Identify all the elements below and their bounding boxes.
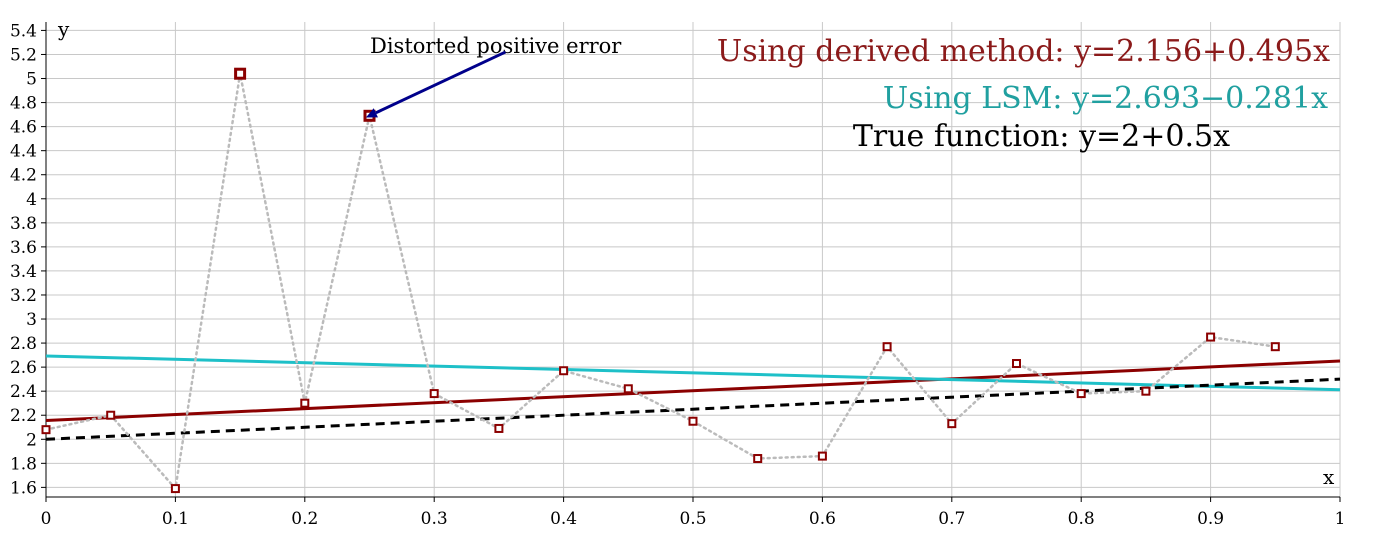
x-tick-label: 0.2 (291, 509, 318, 529)
data-point (300, 398, 310, 408)
y-tick-label: 2.8 (10, 334, 37, 354)
data-point (559, 366, 569, 376)
data-point (1012, 359, 1021, 369)
outlier-annotation: Distorted positive error (370, 34, 622, 58)
y-tick-label: 3.6 (10, 238, 37, 258)
data-point (41, 425, 51, 435)
y-tick-label: 1.6 (10, 478, 37, 498)
y-tick-label: 5 (26, 70, 37, 90)
x-tick-label: 0.5 (679, 509, 706, 529)
y-tick-label: 3.8 (10, 214, 37, 234)
data-point (947, 419, 957, 429)
equation-derived-formula: y=2.156+0.495x (1073, 34, 1330, 69)
data-point (1141, 386, 1151, 396)
grid (46, 22, 1341, 497)
x-tick-label: 0.6 (809, 509, 836, 529)
equation-true-label: True function: (853, 119, 1079, 154)
equation-legend: Using derived method: y=2.156+0.495x Usi… (717, 34, 1330, 154)
x-tick-label: 0.4 (550, 509, 577, 529)
equation-true-formula: y=2+0.5x (1078, 119, 1230, 154)
y-axis-label: y (57, 17, 70, 41)
x-tick-label: 0.9 (1197, 509, 1224, 529)
derived-method-line (45, 359, 1341, 423)
x-tick-label: 1 (1335, 509, 1346, 529)
outlier-arrowhead (365, 108, 378, 118)
data-point (882, 342, 892, 352)
fit-lines (45, 354, 1341, 441)
data-point (429, 389, 439, 399)
data-point (1270, 342, 1280, 352)
y-tick-label: 4.2 (10, 166, 37, 186)
y-tick-label: 5.2 (10, 45, 37, 65)
annotations: Distorted positive error (365, 34, 622, 118)
data-point (234, 67, 247, 80)
y-tick-label: 4.4 (10, 142, 37, 162)
equation-true: True function: y=2+0.5x (853, 119, 1230, 154)
x-tick-label: 0.1 (162, 509, 189, 529)
true-function-line (45, 377, 1341, 441)
x-tick-label: 0 (41, 509, 52, 529)
data-point (170, 484, 180, 494)
y-tick-label: 4.6 (10, 118, 37, 138)
y-tick-label: 2 (26, 430, 37, 450)
y-tick-label: 2.6 (10, 358, 37, 378)
data-points (41, 67, 1280, 494)
x-axis-label: x (1323, 465, 1335, 489)
y-tick-label: 5.4 (10, 21, 37, 41)
lsm-line (45, 354, 1341, 392)
equation-derived-label: Using derived method: (717, 34, 1074, 69)
outlier-arrow (375, 50, 507, 115)
data-point (688, 416, 698, 426)
y-tick-label: 4 (26, 190, 37, 210)
data-point (1076, 389, 1086, 399)
data-point (494, 423, 504, 433)
axes: 0 0.1 0.2 0.3 0.4 0.5 0.6 0.7 0.8 0.9 1 1.6 1.8 2 2.2 2… (10, 21, 1345, 529)
x-tick-label: 0.8 (1068, 509, 1095, 529)
equation-lsm-formula: y=2.693−0.281x (1071, 81, 1328, 116)
y-tick-label: 4.8 (10, 94, 37, 114)
equation-derived: Using derived method: y=2.156+0.495x (717, 34, 1330, 69)
y-tick-label: 2.2 (10, 406, 37, 426)
x-tick-label: 0.7 (938, 509, 965, 529)
y-tick-label: 3.2 (10, 286, 37, 306)
y-tick-label: 3.4 (10, 262, 37, 282)
x-tick-label: 0.3 (421, 509, 448, 529)
y-tick-label: 1.8 (10, 454, 37, 474)
y-tick-label: 3 (26, 310, 37, 330)
y-tick-label: 2.4 (10, 382, 37, 402)
data-point (817, 451, 827, 461)
equation-lsm: Using LSM: y=2.693−0.281x (883, 81, 1328, 116)
data-point (623, 384, 633, 394)
data-point (1206, 332, 1216, 342)
data-connector (44, 73, 1277, 492)
data-point (106, 410, 116, 420)
data-point (753, 454, 763, 464)
equation-lsm-label: Using LSM: (883, 81, 1072, 116)
